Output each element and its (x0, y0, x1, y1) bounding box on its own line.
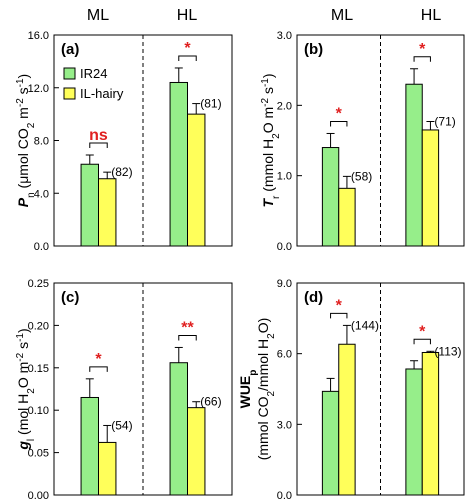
y-tick-label: 0.10 (28, 405, 49, 417)
significance-label: * (184, 40, 191, 57)
bar-il-hairy-ml (338, 187, 356, 247)
chart-panels: 0.0 4.0 8.0 12.0 16.0 (a) Pn (μmol CO2 m-2 s-1… (15, 30, 465, 502)
y-tick-label: 0.05 (28, 448, 49, 460)
bar-ir24-ml (80, 163, 99, 247)
significance-label: * (95, 351, 102, 368)
significance-bracket (89, 366, 108, 372)
legend-swatch-ir24 (63, 67, 76, 80)
panel-label: (d) (304, 289, 323, 306)
panel-a: 0.0 4.0 8.0 12.0 16.0 (a) Pn (μmol CO2 m-2 s-1… (15, 30, 233, 253)
significance-label: * (419, 323, 426, 340)
y-tick-label: 0.0 (277, 490, 292, 502)
sample-size-label: (54) (111, 418, 132, 432)
legend-label-il-hairy: IL-hairy (80, 86, 124, 101)
y-tick-label: 0.0 (34, 241, 49, 253)
legend-swatch-il-hairy (63, 87, 76, 100)
significance-bracket (89, 142, 108, 149)
sample-size-label: (82) (111, 165, 132, 179)
bar-il-hairy-hl (187, 113, 206, 247)
sample-size-label: (81) (200, 97, 221, 111)
sample-size-label: (144) (351, 318, 379, 332)
bar-il-hairy-hl (187, 407, 206, 496)
y-tick-label: 3.0 (277, 419, 292, 431)
y-axis-label: gl (mol H2O m-2 s-1) (15, 328, 37, 450)
bar-il-hairy-ml (98, 178, 117, 247)
y-tick-label: 0.25 (28, 278, 49, 290)
top-label-ml-right: ML (331, 7, 353, 24)
sample-size-label: (66) (200, 395, 221, 409)
legend-label-ir24: IR24 (80, 66, 107, 81)
significance-label: ** (181, 319, 194, 336)
bar-ir24-ml (321, 390, 340, 496)
panel-label: (b) (304, 41, 323, 58)
y-tick-label: 0.0 (277, 241, 292, 253)
significance-label: ns (89, 127, 108, 144)
significance-bracket (413, 338, 431, 345)
top-label-hl-left: HL (177, 7, 198, 24)
y-tick-label: 0.15 (28, 363, 49, 375)
y-tick-label: 6.0 (277, 349, 292, 361)
bar-il-hairy-ml (98, 441, 117, 496)
significance-bracket (178, 55, 197, 61)
sample-size-label: (58) (351, 169, 372, 183)
top-label-hl-right: HL (421, 7, 442, 24)
bar-ir24-ml (321, 147, 340, 247)
y-tick-label: 3.0 (277, 30, 292, 42)
bar-ir24-ml (80, 396, 99, 496)
panel-label: (a) (61, 41, 79, 58)
y-tick-label: 9.0 (277, 278, 292, 290)
y-tick-label: 1.0 (277, 171, 292, 183)
significance-bracket (413, 56, 431, 62)
y-axis-label: WUEp (237, 370, 259, 409)
bar-il-hairy-ml (338, 343, 356, 496)
panel-b: 0.0 1.0 2.0 3.0 (b) Tr (mmol H2O m-2 s-1) * (58… (260, 30, 465, 253)
significance-label: * (336, 297, 343, 314)
sample-size-label: (113) (434, 344, 461, 358)
bar-ir24-hl (169, 81, 188, 247)
y-tick-label: 0.00 (28, 490, 49, 502)
top-label-ml-left: ML (87, 7, 109, 24)
significance-label: * (336, 105, 343, 122)
panel-c: 0.00 0.05 0.10 0.15 0.20 0.25 (c) gl (mol H2O m… (15, 278, 233, 502)
significance-bracket (330, 312, 348, 319)
y-tick-label: 16.0 (28, 30, 49, 42)
bar-il-hairy-hl (421, 129, 440, 247)
sample-size-label: (71) (434, 115, 455, 129)
significance-bracket (178, 334, 197, 341)
bar-ir24-hl (169, 362, 188, 496)
y-axis-label: Pn (μmol CO2 m-2 s-1) (15, 74, 37, 207)
bar-ir24-hl (405, 368, 423, 496)
panel-label: (c) (61, 289, 79, 306)
y-tick-label: 0.20 (28, 320, 49, 332)
y-tick-label: 2.0 (277, 100, 292, 112)
panel-d: 0.0 3.0 6.0 9.0 (d) WUEp(mmol CO2/mmol H2O) * (… (237, 278, 465, 502)
significance-bracket (330, 120, 348, 127)
significance-label: * (419, 41, 426, 58)
bar-ir24-hl (405, 83, 423, 247)
legend: IR24 IL-hairy (63, 66, 124, 101)
bar-il-hairy-hl (421, 351, 440, 496)
y-tick-label: 4.0 (34, 188, 49, 200)
y-tick-label: 8.0 (34, 136, 49, 148)
y-axis-label: Tr (mmol H2O m-2 s-1) (260, 73, 282, 207)
y-axis-label-line2: (mmol CO2/mmol H2O) (255, 318, 277, 461)
y-tick-label: 12.0 (28, 83, 49, 95)
